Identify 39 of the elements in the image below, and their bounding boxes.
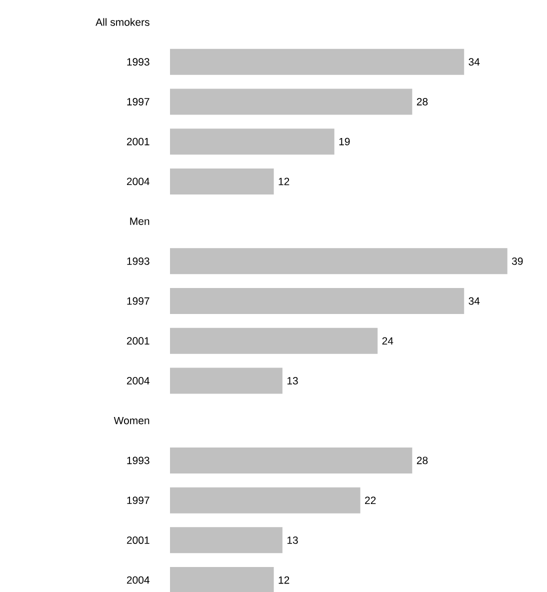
y-tick-label: All smokers	[96, 18, 150, 26]
data-label: 28	[416, 98, 428, 106]
data-label: 13	[287, 536, 298, 544]
bar	[170, 248, 508, 274]
y-tick-label: Women	[114, 416, 150, 424]
y-tick-label: 1997	[127, 98, 150, 106]
data-label: 24	[382, 337, 394, 345]
data-label: 12	[278, 576, 290, 584]
bar	[170, 328, 378, 354]
data-label: 39	[512, 257, 523, 265]
bar	[170, 48, 464, 75]
bar	[170, 128, 334, 155]
data-label: 12	[278, 178, 290, 186]
y-tick-label: 2001	[126, 138, 150, 146]
y-tick-label: 2001	[126, 536, 150, 544]
bar	[170, 567, 274, 592]
y-tick-label: 2004	[126, 178, 150, 186]
y-tick-label: Men	[130, 218, 150, 225]
y-tick-label: 1997	[127, 496, 150, 504]
y-tick-label: 2004	[126, 377, 150, 384]
y-tick-label: 1997	[127, 297, 150, 305]
bar	[170, 88, 412, 115]
data-label: 22	[365, 496, 376, 504]
y-tick-label: 1993	[127, 257, 150, 265]
bar	[170, 288, 464, 314]
bar	[170, 487, 360, 514]
bar	[170, 527, 282, 554]
y-tick-label: 1993	[127, 456, 150, 464]
bar	[170, 447, 412, 474]
y-tick-label: 1993	[127, 58, 150, 66]
bar	[170, 168, 274, 194]
data-label: 19	[339, 138, 350, 146]
y-tick-label: 2004	[126, 576, 150, 584]
y-tick-label: 2001	[126, 337, 150, 345]
data-label: 28	[416, 456, 428, 464]
data-label: 34	[468, 297, 480, 305]
bar	[170, 368, 282, 394]
data-label: 34	[468, 58, 480, 66]
data-label: 13	[287, 377, 298, 384]
